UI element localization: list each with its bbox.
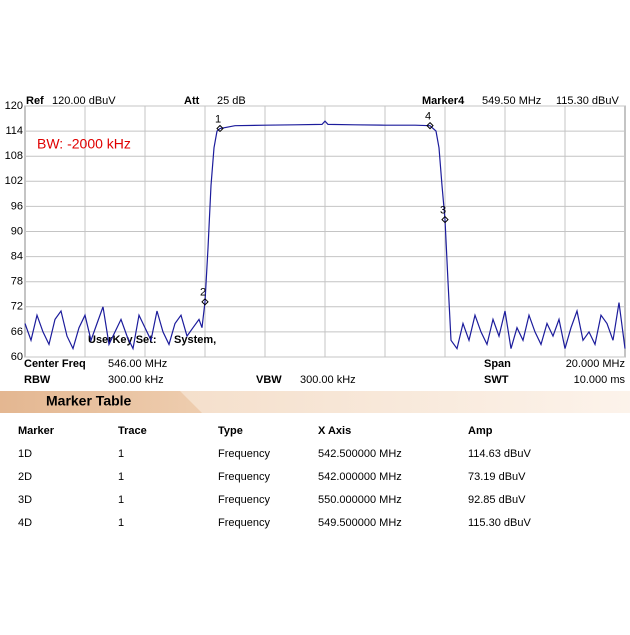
table-cell: 2D: [18, 471, 32, 483]
table-header: Trace: [118, 425, 147, 437]
table-cell: 1: [118, 517, 124, 529]
table-cell: 115.30 dBuV: [468, 517, 531, 529]
y-tick-label: 96: [11, 200, 23, 212]
table-cell: Frequency: [218, 471, 270, 483]
table-header: Amp: [468, 425, 493, 437]
ref-label: Ref: [26, 95, 44, 107]
table-cell: 92.85 dBuV: [468, 494, 526, 506]
table-cell: 1D: [18, 448, 32, 460]
userkey-label: UserKey Set:: [88, 334, 156, 346]
table-header: Marker: [18, 425, 55, 437]
y-tick-label: 66: [11, 326, 23, 338]
rbw-value: 300.00 kHz: [108, 374, 164, 386]
table-cell: 1: [118, 448, 124, 460]
span-value: 20.000 MHz: [566, 358, 625, 370]
y-tick-label: 108: [5, 150, 23, 162]
table-cell: 542.500000 MHz: [318, 448, 402, 460]
marker-label: 3: [440, 204, 446, 216]
table-cell: Frequency: [218, 448, 270, 460]
swt-value: 10.000 ms: [574, 374, 626, 386]
center-label: Center Freq: [24, 358, 86, 370]
table-cell: 1: [118, 471, 124, 483]
trace: [24, 120, 626, 351]
center-value: 546.00 MHz: [108, 358, 167, 370]
bw-annotation: BW: -2000 kHz: [37, 136, 131, 152]
userkey-value: System,: [174, 334, 216, 346]
y-tick-label: 114: [5, 125, 23, 137]
y-tick-label: 84: [11, 251, 23, 263]
table-cell: 114.63 dBuV: [468, 448, 531, 460]
marker-amp: 115.30 dBuV: [556, 95, 619, 107]
vbw-value: 300.00 kHz: [300, 374, 356, 386]
rbw-label: RBW: [24, 374, 51, 386]
vbw-label: VBW: [256, 374, 282, 386]
table-cell: 1: [118, 494, 124, 506]
table-title: Marker Table: [46, 393, 132, 409]
table-cell: 549.500000 MHz: [318, 517, 402, 529]
att-label: Att: [184, 95, 200, 107]
table-cell: Frequency: [218, 494, 270, 506]
att-value: 25 dB: [217, 95, 246, 107]
ref-value: 120.00 dBuV: [52, 95, 116, 107]
y-tick-label: 120: [5, 100, 23, 112]
table-cell: 550.000000 MHz: [318, 494, 402, 506]
marker-point: [426, 121, 434, 130]
y-tick-label: 102: [5, 175, 23, 187]
swt-label: SWT: [484, 374, 509, 386]
table-header: Type: [218, 425, 243, 437]
y-tick-label: 72: [11, 301, 23, 313]
table-cell: 542.000000 MHz: [318, 471, 402, 483]
y-tick-label: 60: [11, 351, 23, 363]
table-cell: Frequency: [218, 517, 270, 529]
marker-freq: 549.50 MHz: [482, 95, 541, 107]
marker-point: [441, 215, 449, 224]
y-tick-label: 78: [11, 276, 23, 288]
marker-label: 2: [200, 287, 206, 299]
marker-label: 4: [425, 111, 431, 123]
marker-label: Marker4: [422, 95, 465, 107]
marker-point: [201, 298, 209, 306]
table-cell: 4D: [18, 517, 32, 529]
table-band: [0, 391, 630, 413]
y-tick-label: 90: [11, 225, 23, 237]
table-cell: 73.19 dBuV: [468, 471, 526, 483]
table-cell: 3D: [18, 494, 32, 506]
table-header: X Axis: [318, 425, 351, 437]
marker-label: 1: [215, 113, 221, 125]
marker-point: [216, 124, 224, 133]
span-label: Span: [484, 358, 511, 370]
